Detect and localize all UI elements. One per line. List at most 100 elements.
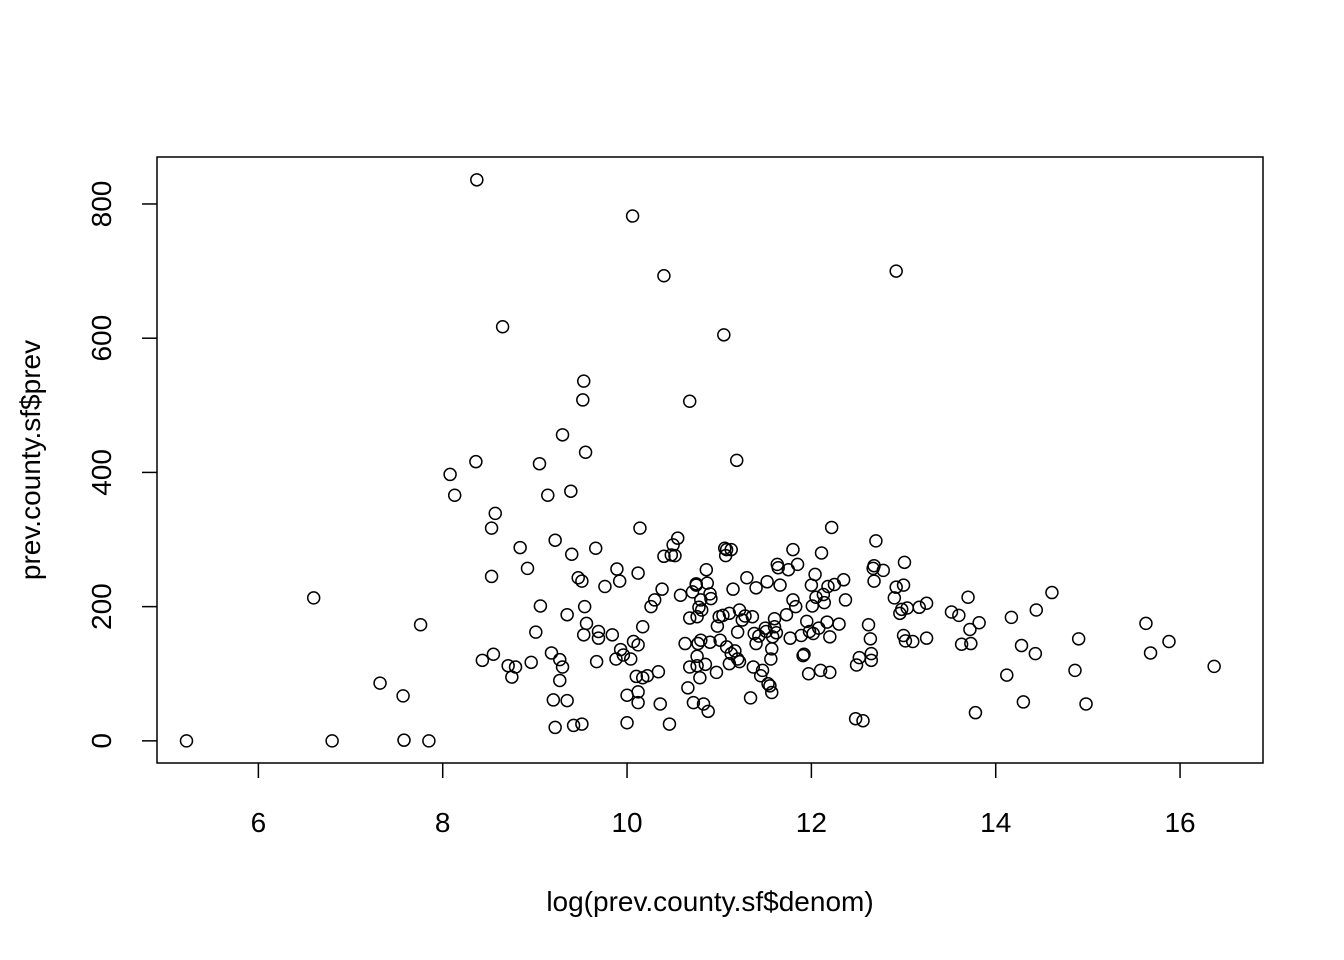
data-point [373, 676, 387, 690]
data-point [719, 640, 734, 654]
x-axis-label: log(prev.county.sf$denom) [546, 886, 873, 917]
data-point [764, 652, 778, 666]
data-point [1162, 634, 1176, 649]
data-point [662, 717, 677, 731]
data-point [690, 649, 704, 664]
data-point [788, 599, 803, 614]
data-point [863, 632, 878, 646]
data-point [651, 664, 666, 679]
data-point [716, 608, 730, 623]
data-point [1207, 659, 1221, 674]
data-point [631, 695, 645, 710]
y-axis-label: prev.county.sf$prev [15, 340, 46, 580]
data-points [179, 173, 1221, 748]
data-point [1079, 697, 1093, 711]
data-point [422, 734, 436, 748]
data-point [655, 582, 669, 596]
data-point [729, 453, 744, 468]
data-point [564, 484, 578, 498]
data-point [657, 549, 671, 564]
data-point [546, 693, 561, 707]
data-point [912, 600, 926, 615]
data-point [724, 542, 738, 557]
data-point [813, 663, 828, 678]
data-point [666, 538, 680, 552]
data-point [484, 569, 499, 584]
data-point [876, 563, 891, 578]
data-point [647, 593, 662, 607]
data-point [397, 733, 411, 747]
data-point [694, 633, 708, 647]
data-point [616, 648, 631, 662]
data-point [808, 567, 822, 582]
data-point [820, 615, 834, 629]
data-point [710, 619, 725, 633]
plot-box [156, 156, 1264, 764]
data-point [704, 591, 718, 606]
data-point [817, 595, 832, 610]
data-point [898, 634, 913, 648]
data-point [591, 631, 606, 645]
data-point [832, 617, 846, 631]
data-point [447, 488, 462, 502]
data-point [325, 734, 339, 748]
y-tick-label: 400 [86, 449, 117, 496]
data-point [553, 652, 567, 667]
data-point [678, 636, 692, 651]
data-point [709, 665, 724, 680]
data-point [848, 711, 863, 726]
data-point [726, 582, 740, 596]
data-point [827, 577, 842, 592]
data-point [1028, 646, 1043, 661]
data-point [443, 467, 457, 482]
data-point [620, 688, 634, 702]
data-point [790, 557, 805, 572]
data-point [786, 593, 800, 607]
data-point [670, 531, 685, 545]
data-point [749, 636, 763, 651]
data-point [805, 599, 820, 613]
data-point [575, 717, 589, 731]
data-point [968, 705, 983, 720]
data-point [954, 637, 969, 651]
data-point [753, 669, 768, 683]
data-point [631, 685, 645, 699]
data-point [767, 620, 782, 634]
x-tick-label: 6 [251, 807, 267, 838]
data-point [529, 625, 543, 639]
data-point [413, 618, 428, 632]
data-point [681, 681, 695, 695]
data-point [553, 673, 567, 688]
data-point [761, 677, 775, 691]
data-point [306, 591, 321, 605]
data-point [524, 655, 538, 670]
data-point [1000, 668, 1014, 682]
y-tick-label: 800 [86, 181, 117, 228]
data-point [869, 534, 883, 548]
data-point [730, 625, 745, 639]
data-point [692, 600, 706, 615]
data-point [738, 609, 752, 623]
data-point [814, 546, 829, 560]
data-point [591, 624, 606, 639]
data-point [486, 647, 501, 662]
data-point [686, 695, 701, 710]
data-point [964, 636, 978, 651]
data-point [625, 209, 640, 223]
data-point [576, 628, 591, 642]
data-point [703, 635, 717, 649]
data-point [796, 648, 810, 663]
data-point [864, 653, 879, 668]
data-point [668, 548, 682, 563]
x-axis: 6 8 10 12 14 16 [251, 763, 1196, 838]
data-point [555, 428, 570, 442]
data-point [588, 541, 603, 555]
data-point [889, 580, 903, 594]
data-point [889, 264, 903, 278]
data-point [961, 590, 975, 604]
data-point [749, 581, 763, 595]
data-point [484, 521, 499, 535]
data-point [823, 665, 837, 680]
data-point [612, 574, 627, 588]
data-point [740, 571, 754, 585]
